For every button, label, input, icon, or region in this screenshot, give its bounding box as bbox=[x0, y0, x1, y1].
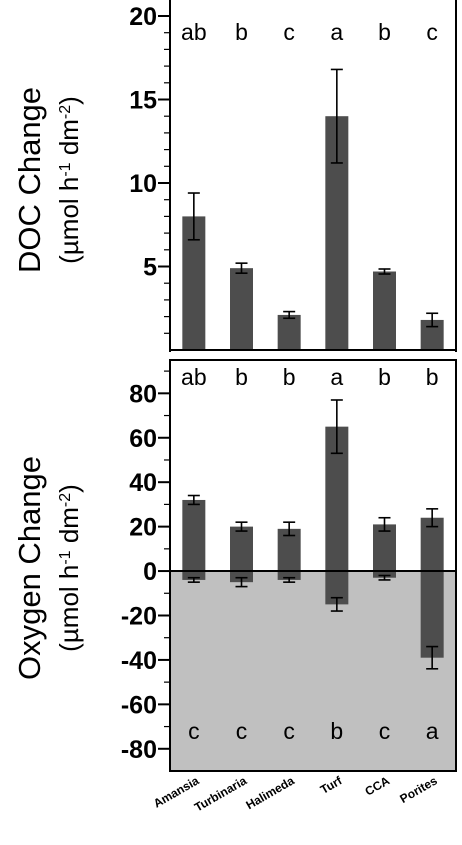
oxygen-significance-letter-bottom: a bbox=[426, 718, 439, 744]
oxygen-ylabel-units: (µmol h-1 dm-2) bbox=[54, 484, 84, 652]
oxygen-ylabel: Oxygen Change bbox=[12, 456, 47, 680]
doc-significance-letter: c bbox=[426, 19, 438, 45]
oxygen-significance-letter-top: b bbox=[283, 364, 296, 390]
oxygen-significance-letter-bottom: c bbox=[379, 718, 391, 744]
x-category-label: Halimeda bbox=[243, 773, 296, 812]
oxygen-bar-negative bbox=[230, 571, 253, 583]
oxygen-significance-letter-top: b bbox=[378, 364, 391, 390]
oxygen-bar-positive bbox=[230, 526, 253, 572]
doc-bar bbox=[230, 268, 253, 350]
oxygen-tick-label: 40 bbox=[129, 469, 157, 497]
doc-error-bars bbox=[187, 68, 439, 328]
doc-significance-letter: b bbox=[378, 19, 391, 45]
oxygen-significance-letter-top: a bbox=[330, 364, 343, 390]
oxygen-significance-letter-bottom: c bbox=[188, 718, 200, 744]
oxygen-significance-letter-bottom: c bbox=[283, 718, 295, 744]
oxygen-bar-negative bbox=[420, 571, 444, 658]
x-category-label: CCA bbox=[362, 773, 392, 798]
doc-bar bbox=[373, 271, 396, 350]
oxygen-bar-negative bbox=[182, 571, 206, 580]
oxygen-bar-positive bbox=[325, 426, 349, 572]
x-category-label: Porites bbox=[397, 773, 440, 806]
oxygen-significance-letter-top: b bbox=[426, 364, 439, 390]
oxygen-significance-letter-top: ab bbox=[181, 364, 207, 390]
negative-region-shading bbox=[170, 571, 456, 771]
doc-significance-letter: c bbox=[283, 19, 295, 45]
doc-bar bbox=[182, 216, 206, 350]
oxygen-significance-letter-bottom: b bbox=[330, 718, 343, 744]
oxygen-tick-label: -20 bbox=[121, 602, 157, 630]
oxygen-tick-label: -80 bbox=[121, 736, 157, 764]
oxygen-bar-positive bbox=[182, 499, 206, 572]
doc-tick-label: 20 bbox=[129, 3, 157, 31]
doc-significance-letter: b bbox=[235, 19, 248, 45]
oxygen-frame bbox=[169, 359, 457, 772]
oxygen-tick-label: -60 bbox=[121, 691, 157, 719]
oxygen-significance-letter-top: b bbox=[235, 364, 248, 390]
oxygen-bar-positive bbox=[277, 528, 301, 572]
doc-tick-label: 5 bbox=[143, 254, 157, 282]
doc-ylabel-units: (µmol h-1 dm-2) bbox=[54, 96, 84, 264]
oxygen-bar-negative bbox=[325, 571, 349, 605]
oxygen-bars bbox=[182, 426, 444, 658]
doc-bar bbox=[420, 319, 444, 350]
oxygen-y-ticks: -80 -60 -40 -20 0 20 40 60 80 bbox=[121, 370, 170, 764]
oxygen-tick-label: 0 bbox=[143, 558, 157, 586]
oxygen-tick-label: 80 bbox=[129, 380, 157, 408]
oxygen-error-bars bbox=[187, 399, 439, 670]
doc-tick-label: 15 bbox=[129, 87, 157, 115]
doc-bar bbox=[325, 116, 349, 350]
x-category-label: Turbinaria bbox=[192, 773, 249, 814]
oxygen-significance-letters: ab b b a b bc c c b c a bbox=[181, 364, 439, 744]
doc-significance-letter: ab bbox=[181, 19, 207, 45]
doc-bars bbox=[182, 116, 444, 350]
doc-tick-label: 10 bbox=[129, 170, 157, 198]
doc-significance-letters: ab b c a b c bbox=[181, 19, 438, 45]
oxygen-bar-negative bbox=[373, 571, 396, 578]
doc-y-ticks: 5 10 15 20 bbox=[129, 3, 170, 334]
doc-bar bbox=[277, 314, 301, 350]
oxygen-tick-label: -40 bbox=[121, 647, 157, 675]
x-category-label: Turf bbox=[318, 773, 345, 797]
oxygen-bar-negative bbox=[277, 571, 301, 580]
doc-significance-letter: a bbox=[330, 19, 343, 45]
oxygen-significance-letter-bottom: c bbox=[236, 718, 248, 744]
oxygen-bar-positive bbox=[420, 517, 444, 572]
doc-ylabel: DOC Change bbox=[12, 87, 47, 273]
oxygen-tick-label: 20 bbox=[129, 514, 157, 542]
oxygen-tick-label: 60 bbox=[129, 425, 157, 453]
oxygen-bar-positive bbox=[373, 524, 396, 572]
